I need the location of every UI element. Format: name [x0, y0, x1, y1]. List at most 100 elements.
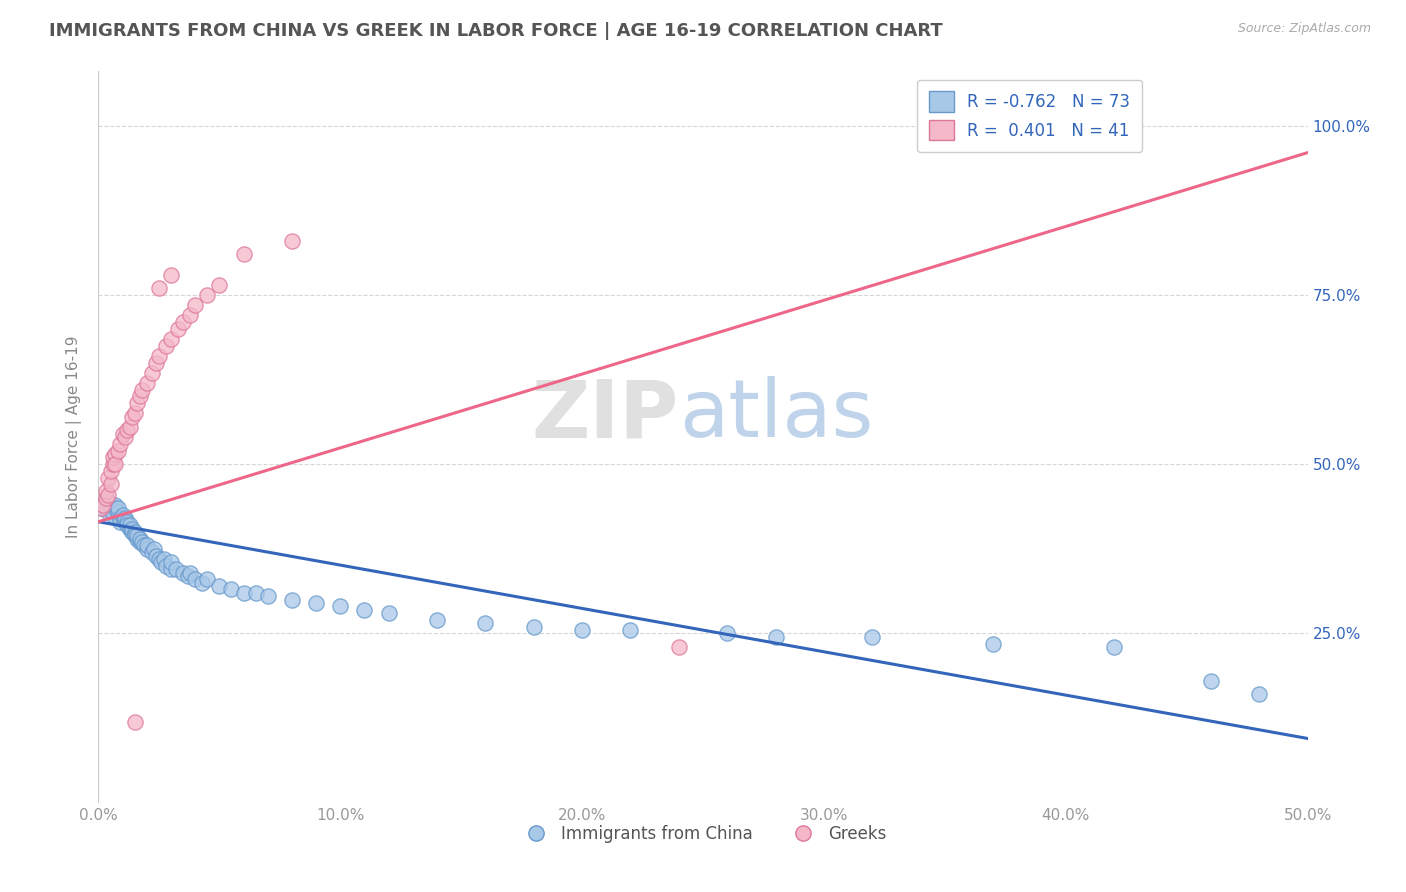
- Point: [474, 616, 496, 631]
- Point: [111, 508, 134, 522]
- Point: [128, 389, 150, 403]
- Point: [101, 457, 124, 471]
- Point: [148, 349, 170, 363]
- Point: [91, 498, 114, 512]
- Point: [155, 558, 177, 573]
- Point: [104, 498, 127, 512]
- Point: [94, 484, 117, 499]
- Point: [97, 505, 120, 519]
- Point: [111, 426, 134, 441]
- Point: [127, 396, 149, 410]
- Point: [131, 383, 153, 397]
- Point: [107, 501, 129, 516]
- Point: [101, 505, 124, 519]
- Point: [107, 505, 129, 519]
- Point: [104, 457, 127, 471]
- Point: [981, 637, 1004, 651]
- Point: [232, 247, 254, 261]
- Point: [167, 322, 190, 336]
- Point: [135, 541, 157, 556]
- Point: [127, 532, 149, 546]
- Point: [329, 599, 352, 614]
- Point: [104, 447, 127, 461]
- Point: [108, 515, 131, 529]
- Point: [148, 281, 170, 295]
- Text: atlas: atlas: [679, 376, 873, 454]
- Point: [177, 569, 200, 583]
- Y-axis label: In Labor Force | Age 16-19: In Labor Force | Age 16-19: [66, 335, 83, 539]
- Point: [90, 501, 112, 516]
- Point: [131, 535, 153, 549]
- Point: [90, 501, 112, 516]
- Point: [97, 471, 120, 485]
- Point: [619, 623, 641, 637]
- Point: [121, 409, 143, 424]
- Point: [860, 630, 883, 644]
- Text: Source: ZipAtlas.com: Source: ZipAtlas.com: [1237, 22, 1371, 36]
- Point: [195, 572, 218, 586]
- Text: ZIP: ZIP: [531, 376, 679, 454]
- Point: [281, 592, 304, 607]
- Point: [145, 355, 167, 369]
- Point: [179, 566, 201, 580]
- Point: [191, 575, 214, 590]
- Point: [118, 521, 141, 535]
- Point: [152, 552, 174, 566]
- Point: [108, 511, 131, 525]
- Point: [716, 626, 738, 640]
- Point: [114, 515, 136, 529]
- Point: [160, 562, 183, 576]
- Point: [232, 586, 254, 600]
- Point: [114, 430, 136, 444]
- Point: [135, 538, 157, 552]
- Point: [134, 538, 156, 552]
- Point: [150, 555, 173, 569]
- Point: [172, 566, 194, 580]
- Point: [124, 406, 146, 420]
- Point: [108, 437, 131, 451]
- Point: [127, 528, 149, 542]
- Point: [117, 423, 139, 437]
- Point: [100, 498, 122, 512]
- Point: [100, 501, 122, 516]
- Point: [100, 464, 122, 478]
- Point: [377, 606, 399, 620]
- Point: [668, 640, 690, 654]
- Point: [281, 234, 304, 248]
- Point: [160, 332, 183, 346]
- Point: [121, 524, 143, 539]
- Point: [128, 535, 150, 549]
- Point: [104, 501, 127, 516]
- Point: [1102, 640, 1125, 654]
- Point: [1249, 688, 1271, 702]
- Point: [94, 501, 117, 516]
- Point: [118, 420, 141, 434]
- Point: [256, 589, 278, 603]
- Point: [124, 524, 146, 539]
- Point: [195, 288, 218, 302]
- Point: [305, 596, 328, 610]
- Point: [221, 582, 243, 597]
- Point: [141, 366, 163, 380]
- Point: [245, 586, 267, 600]
- Point: [155, 338, 177, 352]
- Point: [208, 579, 231, 593]
- Point: [121, 521, 143, 535]
- Point: [143, 541, 166, 556]
- Point: [145, 549, 167, 563]
- Point: [141, 545, 163, 559]
- Text: IMMIGRANTS FROM CHINA VS GREEK IN LABOR FORCE | AGE 16-19 CORRELATION CHART: IMMIGRANTS FROM CHINA VS GREEK IN LABOR …: [49, 22, 943, 40]
- Point: [94, 491, 117, 505]
- Point: [100, 477, 122, 491]
- Point: [148, 552, 170, 566]
- Point: [165, 562, 187, 576]
- Point: [91, 498, 114, 512]
- Point: [208, 277, 231, 292]
- Point: [160, 268, 183, 282]
- Point: [97, 488, 120, 502]
- Point: [128, 532, 150, 546]
- Point: [117, 518, 139, 533]
- Point: [172, 315, 194, 329]
- Point: [124, 528, 146, 542]
- Legend: Immigrants from China, Greeks: Immigrants from China, Greeks: [513, 818, 893, 849]
